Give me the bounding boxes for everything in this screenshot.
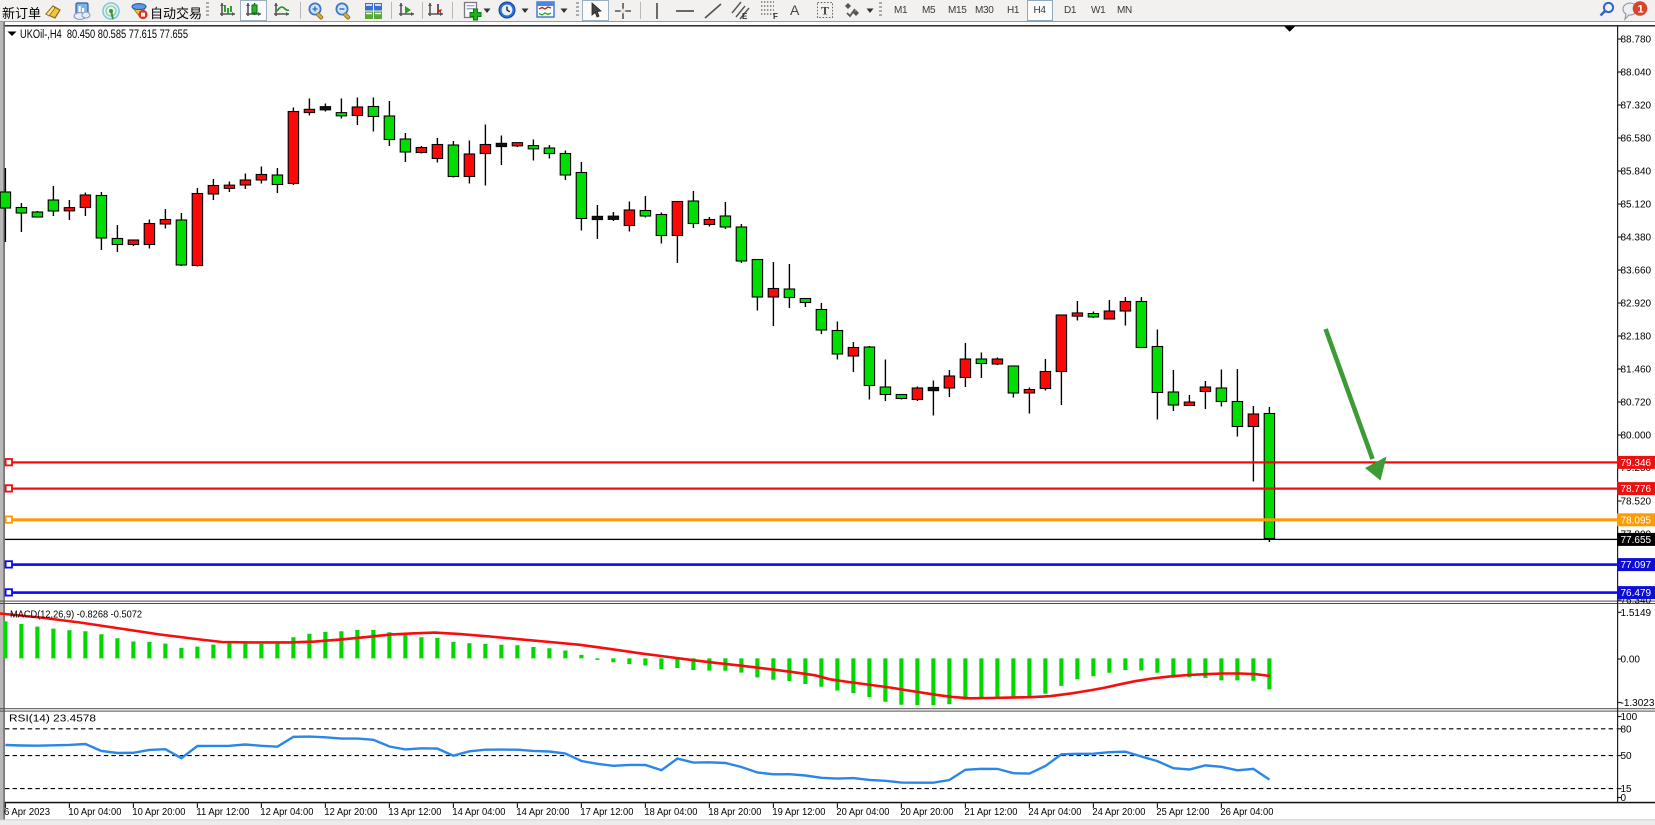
svg-text:20 Apr 04:00: 20 Apr 04:00 [836,807,889,818]
svg-text:T: T [821,4,829,18]
svg-text:87.320: 87.320 [1621,101,1652,112]
svg-text:-1.3023: -1.3023 [1621,698,1655,709]
svg-text:12 Apr 20:00: 12 Apr 20:00 [324,807,377,818]
svg-text:88.780: 88.780 [1621,35,1652,46]
svg-text:0.00: 0.00 [1621,655,1641,666]
svg-text:77.097: 77.097 [1621,560,1652,571]
svg-text:F: F [773,12,778,20]
svg-text:1: 1 [1638,4,1644,16]
svg-text:88.040: 88.040 [1621,68,1652,79]
svg-text:50: 50 [1621,751,1633,762]
svg-text:MACD(12,26,9) -0.8268 -0.5072: MACD(12,26,9) -0.8268 -0.5072 [10,608,142,620]
svg-text:85.120: 85.120 [1621,200,1652,211]
svg-text:24 Apr 04:00: 24 Apr 04:00 [1028,807,1081,818]
svg-text:20 Apr 20:00: 20 Apr 20:00 [900,807,953,818]
svg-text:80.000: 80.000 [1621,431,1652,442]
svg-text:14 Apr 04:00: 14 Apr 04:00 [452,807,505,818]
svg-text:83.660: 83.660 [1621,266,1652,277]
svg-text:6 Apr 2023: 6 Apr 2023 [4,807,50,818]
svg-text:25 Apr 12:00: 25 Apr 12:00 [1156,807,1209,818]
svg-text:E: E [742,12,748,20]
svg-text:78.776: 78.776 [1621,484,1652,495]
svg-text:81.460: 81.460 [1621,365,1652,376]
svg-text:26 Apr 04:00: 26 Apr 04:00 [1220,807,1273,818]
svg-text:82.920: 82.920 [1621,299,1652,310]
svg-text:79.346: 79.346 [1621,458,1652,469]
svg-text:13 Apr 12:00: 13 Apr 12:00 [388,807,441,818]
svg-text:12 Apr 04:00: 12 Apr 04:00 [260,807,313,818]
svg-text:84.380: 84.380 [1621,233,1652,244]
svg-text:UKOil-,H4 80.450 80.585 77.61: UKOil-,H4 80.450 80.585 77.615 77.655 [20,29,188,41]
svg-text:78.095: 78.095 [1621,515,1652,526]
svg-text:24 Apr 20:00: 24 Apr 20:00 [1092,807,1145,818]
svg-text:85.840: 85.840 [1621,167,1652,178]
svg-text:18 Apr 20:00: 18 Apr 20:00 [708,807,761,818]
svg-text:11 Apr 12:00: 11 Apr 12:00 [196,807,249,818]
svg-text:100: 100 [1621,712,1638,723]
svg-text:82.180: 82.180 [1621,332,1652,343]
svg-text:76.340: 76.340 [1621,596,1652,607]
svg-text:14 Apr 20:00: 14 Apr 20:00 [516,807,569,818]
svg-text:18 Apr 04:00: 18 Apr 04:00 [644,807,697,818]
svg-text:17 Apr 12:00: 17 Apr 12:00 [580,807,633,818]
svg-text:77.655: 77.655 [1621,535,1652,546]
svg-text:1.5149: 1.5149 [1621,608,1652,619]
svg-text:19 Apr 12:00: 19 Apr 12:00 [772,807,825,818]
svg-text:86.580: 86.580 [1621,134,1652,145]
svg-text:80.720: 80.720 [1621,398,1652,409]
svg-text:76.479: 76.479 [1621,588,1652,599]
svg-text:80: 80 [1621,724,1633,735]
svg-text:RSI(14) 23.4578: RSI(14) 23.4578 [9,712,96,724]
svg-text:10 Apr 20:00: 10 Apr 20:00 [132,807,185,818]
svg-text:78.520: 78.520 [1621,497,1652,508]
svg-text:10 Apr 04:00: 10 Apr 04:00 [68,807,121,818]
svg-text:21 Apr 12:00: 21 Apr 12:00 [964,807,1017,818]
svg-text:15: 15 [1621,784,1633,795]
svg-text:0: 0 [1621,793,1627,804]
